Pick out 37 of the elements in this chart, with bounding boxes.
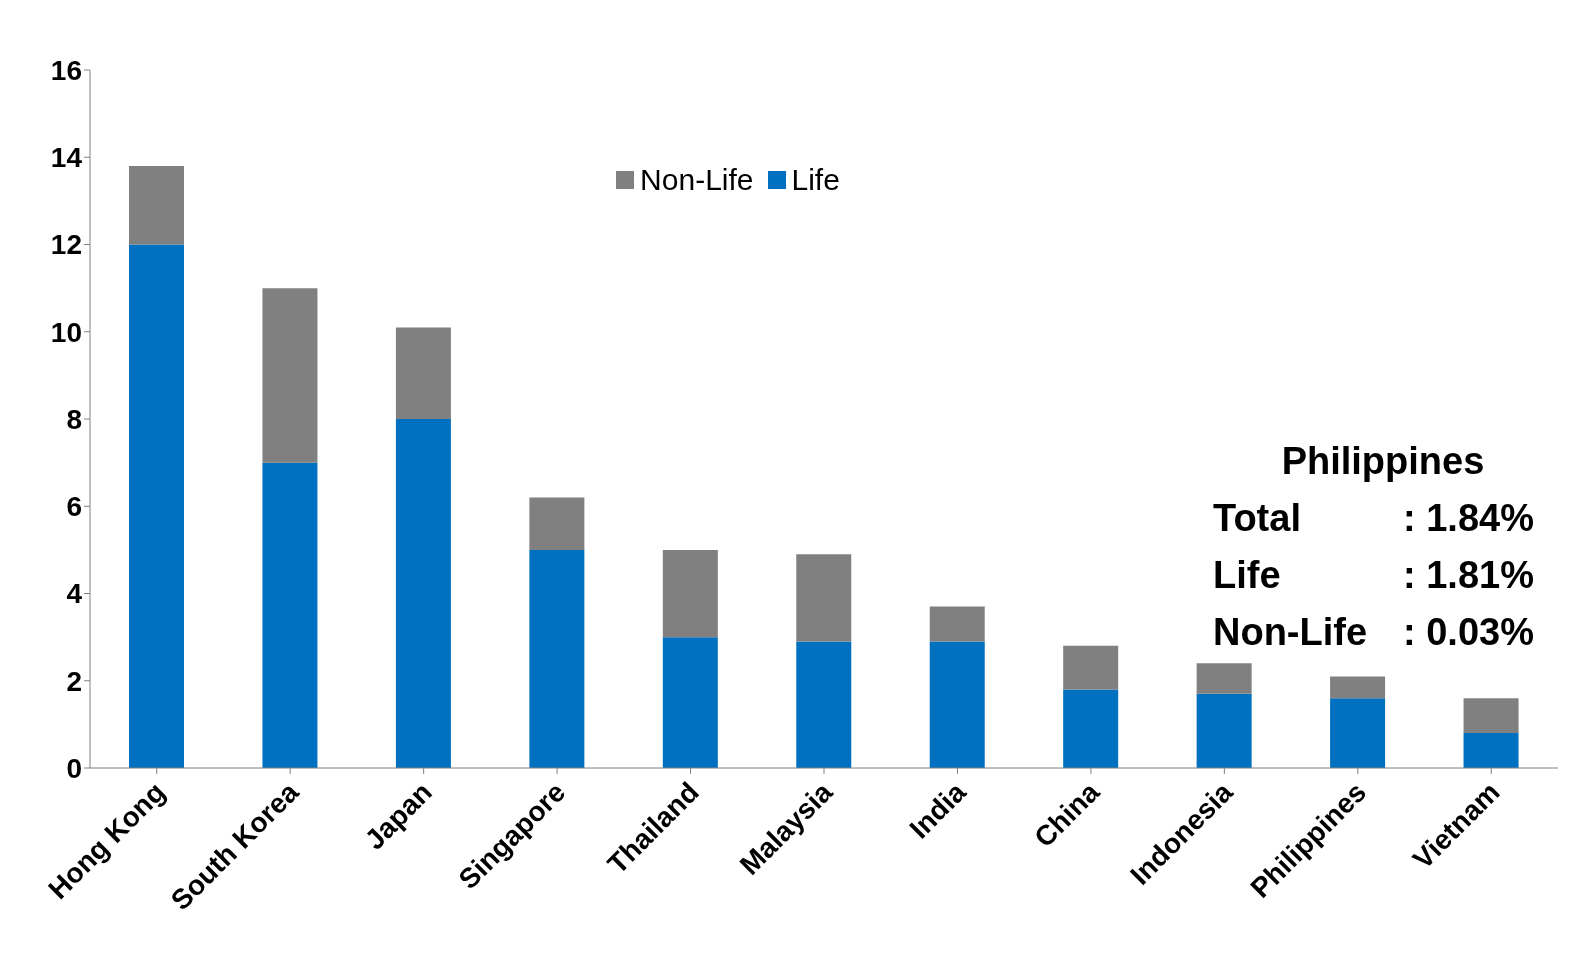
bar (1330, 676, 1386, 699)
bar (662, 637, 718, 768)
text: Total : 1.84% (1213, 497, 1534, 539)
y-tick-label: 12 (50, 229, 82, 261)
annotation: Philippines (1280, 439, 1486, 484)
bar (529, 497, 585, 550)
bar (662, 549, 718, 638)
bar (796, 641, 852, 768)
bar (1063, 645, 1119, 690)
bar (262, 462, 318, 768)
bar (929, 641, 985, 768)
y-tick-label: 2 (66, 665, 82, 697)
y-tick-label: 10 (50, 316, 82, 348)
bar (1063, 689, 1119, 768)
bar (529, 549, 585, 768)
bar (929, 606, 985, 642)
legend-label: Life (790, 163, 840, 197)
bar (1196, 693, 1252, 768)
bar (129, 244, 184, 768)
bar (1463, 698, 1519, 734)
bar (796, 554, 852, 642)
bar (1196, 663, 1252, 694)
y-tick-label: 8 (66, 403, 82, 435)
y-tick-label: 4 (66, 578, 83, 610)
text: Life : 1.81% (1213, 554, 1534, 596)
bar (395, 327, 451, 419)
bar (395, 419, 451, 768)
bar (1330, 698, 1386, 768)
bar (129, 165, 184, 245)
y-tick-label: 6 (66, 491, 82, 523)
y-tick-label: 0 (66, 752, 82, 784)
legend-label: Non-Life (639, 163, 754, 197)
annotation: Non-Life : 0.03% (1213, 610, 1534, 655)
bar (262, 288, 318, 463)
bar (1463, 733, 1519, 768)
y-tick-label: 16 (50, 54, 82, 86)
y-tick-label: 14 (50, 142, 83, 174)
